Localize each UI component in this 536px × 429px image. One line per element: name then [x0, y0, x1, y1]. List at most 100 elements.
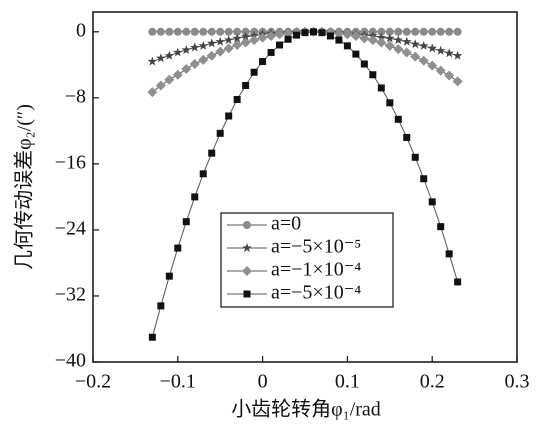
point [452, 76, 463, 87]
plot-frame [92, 11, 518, 363]
point [411, 27, 420, 36]
point [190, 27, 199, 36]
point [198, 54, 209, 65]
point [393, 44, 404, 55]
point [164, 74, 175, 85]
point [216, 27, 225, 36]
point [191, 193, 199, 201]
legend-marker [243, 290, 251, 298]
point [318, 29, 326, 37]
point [173, 47, 183, 57]
y-tick-label: −40 [55, 350, 86, 372]
point [276, 41, 284, 49]
point [435, 65, 446, 76]
point [359, 33, 370, 44]
y-tick-label: −16 [55, 151, 86, 173]
point [172, 69, 183, 80]
point [199, 27, 208, 36]
point [157, 302, 165, 310]
point [182, 27, 191, 36]
x-tick-label: −0.2 [75, 371, 111, 393]
point [385, 33, 395, 43]
point [333, 28, 344, 39]
point [240, 37, 251, 48]
x-tick-label: 0 [258, 371, 268, 393]
point [259, 58, 267, 66]
point [173, 27, 182, 36]
point [454, 278, 462, 286]
point [335, 36, 343, 44]
point [207, 27, 216, 36]
point [233, 96, 241, 103]
point [216, 129, 224, 137]
point [342, 29, 353, 40]
point [250, 68, 258, 76]
point [293, 31, 301, 39]
point [181, 63, 192, 74]
point [376, 32, 387, 42]
y-axis-label: 几何传动误差φ₂/(″) [13, 104, 36, 270]
point [174, 244, 182, 252]
point [190, 42, 200, 52]
point [156, 27, 165, 36]
point [257, 32, 268, 43]
point [418, 40, 429, 50]
point [189, 59, 200, 70]
point [393, 35, 404, 45]
point [182, 218, 190, 226]
point [350, 30, 361, 41]
point [225, 112, 233, 120]
y-tick-label: 0 [76, 19, 86, 41]
point [427, 43, 437, 53]
point [240, 31, 251, 41]
y-tick-label: −24 [55, 218, 86, 240]
point [198, 40, 208, 50]
point [165, 272, 173, 280]
point [377, 27, 386, 36]
point [427, 60, 438, 71]
point [435, 45, 446, 55]
point [148, 333, 156, 341]
point [436, 27, 445, 36]
point [377, 84, 385, 92]
point [437, 223, 445, 231]
point [394, 115, 402, 123]
legend-marker [243, 221, 251, 229]
point [181, 44, 192, 55]
point [386, 99, 394, 107]
point [403, 133, 411, 141]
point [376, 37, 387, 48]
legend-label: a=−1×10⁻⁴ [271, 259, 361, 281]
point [352, 50, 360, 58]
point [301, 29, 309, 37]
point [274, 29, 285, 40]
point [419, 27, 428, 36]
legend-marker [242, 266, 252, 276]
point [164, 50, 175, 60]
point [224, 27, 233, 36]
point [148, 27, 157, 36]
legend-label: a=−5×10⁻⁴ [271, 282, 361, 304]
point [453, 27, 462, 36]
y-tick-label: −32 [55, 284, 86, 306]
point [156, 53, 166, 63]
point [369, 71, 377, 79]
point [147, 56, 158, 66]
point [233, 27, 242, 36]
point [410, 51, 421, 62]
point [232, 40, 243, 51]
point [215, 46, 226, 57]
point [242, 81, 250, 89]
point [199, 170, 207, 178]
point [284, 35, 292, 43]
point [360, 60, 368, 68]
point [420, 175, 428, 183]
legend: a=0a=−5×10⁻⁵a=−1×10⁻⁴a=−5×10⁻⁴ [220, 212, 394, 308]
x-tick-label: 0.1 [335, 371, 360, 393]
point [208, 149, 216, 157]
point [367, 35, 378, 46]
point [384, 40, 395, 51]
point [165, 27, 174, 36]
legend-label: a=0 [271, 213, 301, 235]
